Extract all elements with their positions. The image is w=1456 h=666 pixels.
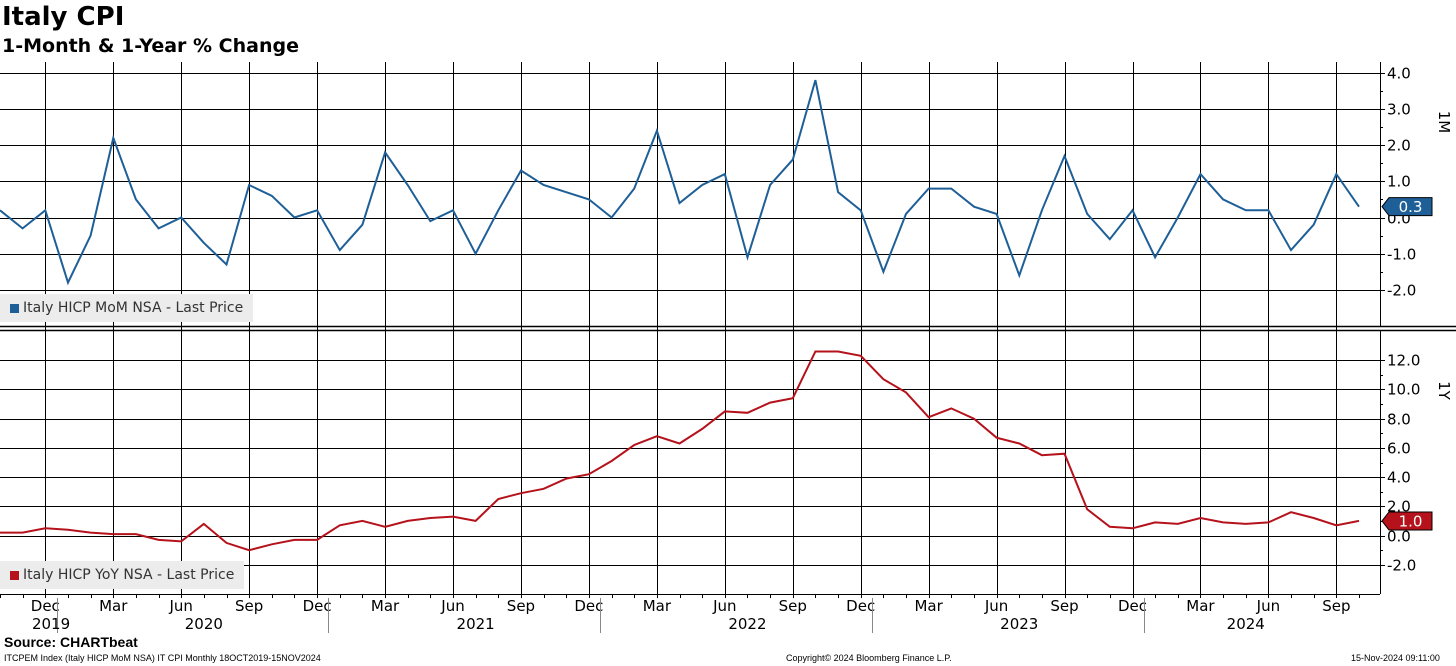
x-month-label: Jun (168, 597, 192, 615)
x-month-label: Dec (846, 597, 875, 615)
last-value-tag (1381, 511, 1433, 531)
legend-yoy: Italy HICP YoY NSA - Last Price (0, 561, 245, 589)
chart-title: Italy CPI (2, 2, 125, 32)
legend-yoy-label: Italy HICP YoY NSA - Last Price (23, 567, 235, 583)
x-month-label: Sep (235, 597, 263, 615)
legend-mom-label: Italy HICP MoM NSA - Last Price (23, 300, 244, 316)
y-tick-label: 6.0 (1387, 440, 1411, 458)
y-tick-label: -2.0 (1387, 282, 1416, 300)
y-tick-label: 0.0 (1387, 528, 1411, 546)
x-year-label: 2022 (728, 615, 766, 633)
x-month-label: Dec (1118, 597, 1147, 615)
last-value-tag (1381, 197, 1433, 217)
x-month-label: Mar (914, 597, 943, 615)
series-layer (0, 79, 1360, 552)
y-tick-label: 4.0 (1387, 469, 1411, 487)
axis-layer: -2.0-1.00.01.02.03.04.01M0.3-2.00.02.04.… (0, 62, 1456, 633)
chart-subtitle: 1-Month & 1-Year % Change (2, 35, 299, 57)
y-tick-label: 8.0 (1387, 411, 1411, 429)
x-month-label: Sep (1050, 597, 1078, 615)
x-year-label: 2019 (32, 615, 70, 633)
x-month-label: Jun (984, 597, 1008, 615)
x-month-label: Mar (99, 597, 128, 615)
y-tick-label: 10.0 (1387, 381, 1420, 399)
footer-center: Copyright© 2024 Bloomberg Finance L.P. (786, 653, 952, 663)
x-month-label: Sep (1322, 597, 1350, 615)
footer-left: ITCPEM Index (Italy HICP MoM NSA) IT CPI… (4, 653, 321, 663)
series-line (0, 350, 1360, 552)
grid-layer (0, 62, 1380, 594)
x-month-label: Mar (1186, 597, 1215, 615)
series-line (0, 79, 1360, 286)
x-month-label: Dec (31, 597, 60, 615)
x-month-label: Sep (507, 597, 535, 615)
x-year-label: 2020 (185, 615, 223, 633)
last-value-label: 0.3 (1399, 198, 1423, 216)
x-month-label: Sep (779, 597, 807, 615)
last-value-label: 1.0 (1399, 512, 1423, 530)
x-year-label: 2021 (457, 615, 495, 633)
x-month-label: Mar (371, 597, 400, 615)
x-month-label: Jun (440, 597, 464, 615)
source-note: Source: CHARTbeat (4, 634, 138, 650)
y-tick-label: 4.0 (1387, 65, 1411, 83)
y-tick-label: 1.0 (1387, 173, 1411, 191)
y-tick-label: 3.0 (1387, 101, 1411, 119)
x-month-label: Jun (1256, 597, 1280, 615)
y-tick-label: 12.0 (1387, 352, 1420, 370)
y-tick-label: -2.0 (1387, 557, 1416, 575)
y-axis-title: 1Y (1435, 381, 1453, 401)
x-year-label: 2024 (1227, 615, 1265, 633)
x-month-label: Dec (574, 597, 603, 615)
footer-right: 15-Nov-2024 09:11:00 (1351, 653, 1440, 663)
legend-mom-swatch (10, 303, 19, 313)
y-axis-title: 1M (1435, 111, 1453, 134)
x-month-label: Jun (712, 597, 736, 615)
y-tick-label: 2.0 (1387, 498, 1411, 516)
x-month-label: Dec (303, 597, 332, 615)
legend-yoy-swatch (10, 570, 19, 580)
x-year-label: 2023 (1000, 615, 1038, 633)
y-tick-label: 2.0 (1387, 137, 1411, 155)
y-tick-label: -1.0 (1387, 246, 1416, 264)
x-month-label: Mar (643, 597, 672, 615)
legend-mom: Italy HICP MoM NSA - Last Price (0, 294, 254, 322)
